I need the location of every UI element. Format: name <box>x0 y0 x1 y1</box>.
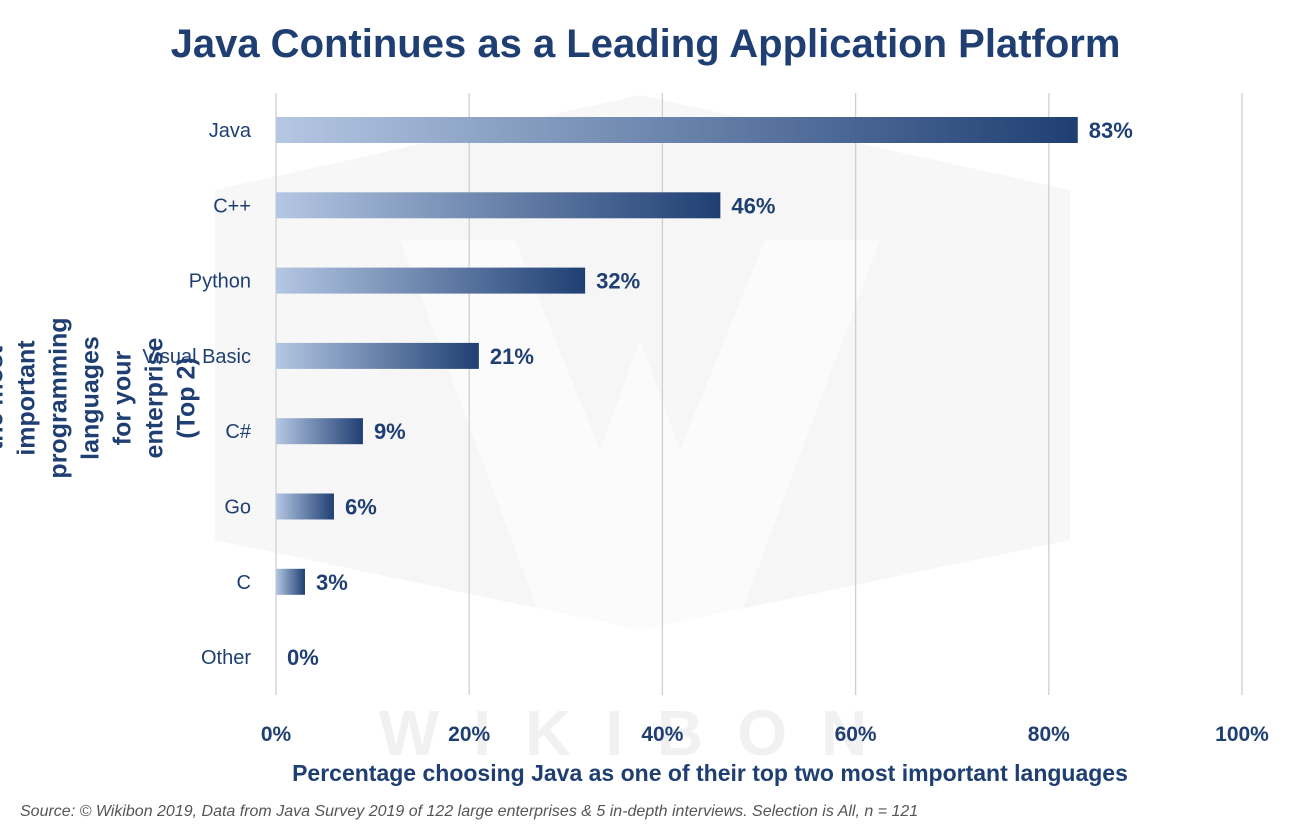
bar <box>276 418 363 445</box>
category-label: C <box>237 572 251 594</box>
x-tick-label: 20% <box>448 723 490 746</box>
category-label: Go <box>224 497 251 519</box>
bar <box>276 267 586 294</box>
category-label: Other <box>201 647 251 669</box>
bar <box>276 117 1078 143</box>
data-label: 83% <box>1089 118 1133 143</box>
x-tick-label: 100% <box>1215 723 1269 746</box>
watermark-text: WIKIBON <box>379 697 901 769</box>
x-tick-label: 80% <box>1028 723 1070 746</box>
chart-title: Java Continues as a Leading Application … <box>170 22 1121 66</box>
x-tick-label: 0% <box>261 723 292 746</box>
x-tick-label: 40% <box>641 723 683 746</box>
data-label: 6% <box>345 495 377 520</box>
watermark-logo <box>215 95 1070 630</box>
source-note: Source: © Wikibon 2019, Data from Java S… <box>20 803 919 820</box>
x-tick-labels: 0% 20% 40% 60% 80% 100% <box>261 723 1269 746</box>
x-axis-title: Percentage choosing Java as one of their… <box>292 760 1128 786</box>
bar <box>276 342 479 369</box>
category-labels: Java C++ Python Visual Basic C# Go C Other <box>142 120 251 669</box>
data-label: 9% <box>374 419 406 444</box>
data-label: 32% <box>596 269 640 294</box>
bar <box>276 568 305 595</box>
data-label: 46% <box>731 193 775 218</box>
data-labels: 83% 46% 32% 21% 9% 6% 3% 0% <box>287 118 1133 670</box>
data-label: 0% <box>287 645 319 670</box>
category-label: C++ <box>213 195 251 217</box>
data-label: 21% <box>490 344 534 369</box>
x-tick-label: 60% <box>835 723 877 746</box>
bars <box>276 117 1078 595</box>
category-label: Java <box>209 120 252 142</box>
category-label: Visual Basic <box>142 346 251 368</box>
category-label: Python <box>189 271 251 293</box>
bar <box>276 192 721 219</box>
category-label: C# <box>225 421 251 443</box>
data-label: 3% <box>316 570 348 595</box>
bar <box>276 493 334 520</box>
